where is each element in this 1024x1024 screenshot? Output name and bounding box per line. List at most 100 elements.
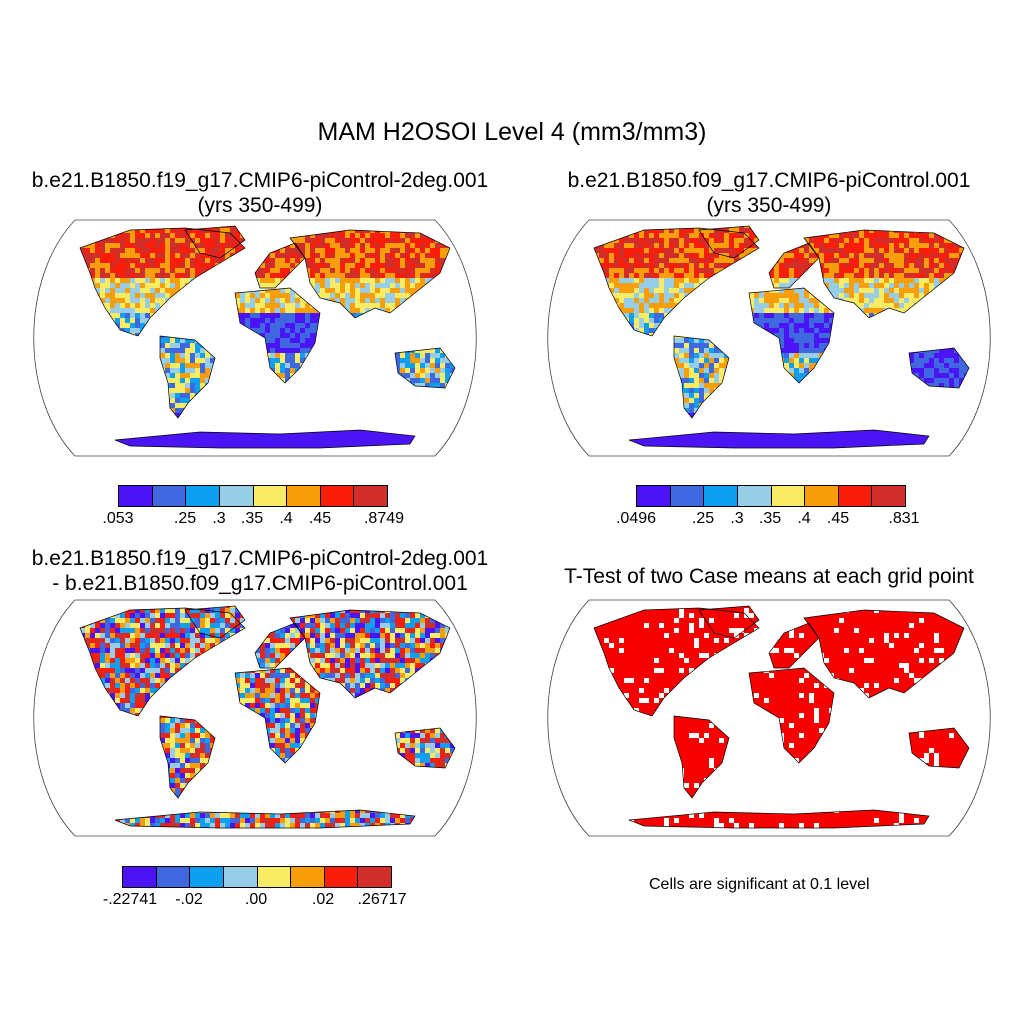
map-grid-cells <box>80 226 455 448</box>
coastline-europe <box>768 622 820 669</box>
panel-1-case: b.e21.B1850.f19_g17.CMIP6-piControl-2deg… <box>31 169 489 192</box>
coastline-africa <box>748 667 835 764</box>
coastline-africa <box>234 667 321 764</box>
coastline-north-america <box>79 227 246 337</box>
coastline-australia <box>394 727 456 769</box>
colorbar-case2-swatch-8 <box>872 486 905 506</box>
panel-1-title: b.e21.B1850.f19_g17.CMIP6-piControl-2deg… <box>0 168 520 218</box>
coastline-asia <box>803 609 965 699</box>
colorbar-difference-label: .00 <box>244 891 268 908</box>
colorbar-difference-swatch-7 <box>324 867 359 887</box>
map-panel-case2 <box>547 219 991 457</box>
colorbar-difference-swatch-5 <box>257 867 292 887</box>
panel-3-case: b.e21.B1850.f19_g17.CMIP6-piControl-2deg… <box>31 547 489 570</box>
colorbar-case1-swatch-6 <box>287 486 321 506</box>
colorbar-case2-label: .25 <box>691 510 715 527</box>
colorbar-difference-swatch-6 <box>291 867 325 887</box>
figure-title: MAM H2OSOI Level 4 (mm3/mm3) <box>317 118 707 146</box>
map-frame <box>547 219 991 457</box>
colorbar-case1-label: .8749 <box>363 510 405 527</box>
map-panel-difference <box>33 599 477 837</box>
colorbar-case2-label: .0496 <box>615 510 657 527</box>
coastline-antarctica <box>114 809 416 829</box>
colorbar-difference-swatch-2 <box>156 867 191 887</box>
colorbar-difference-swatch-4 <box>223 867 258 887</box>
colorbar-case1-swatch-3 <box>186 486 220 506</box>
colorbar-case1-swatch-7 <box>320 486 355 506</box>
colorbar-case2-label: .3 <box>730 510 744 527</box>
coastline-antarctica <box>628 809 930 829</box>
colorbar-case1-label: .4 <box>279 510 293 527</box>
colorbar-case2-label: .35 <box>758 510 782 527</box>
coastline-australia <box>394 347 456 389</box>
colorbar-case1-label: .3 <box>212 510 226 527</box>
ttest-note: Cells are significant at 0.1 level <box>649 876 870 893</box>
colorbar-case2-swatch-3 <box>704 486 738 506</box>
coastline-europe <box>768 242 820 289</box>
coastline-north-america <box>593 607 760 717</box>
colorbar-case2-label: .4 <box>797 510 811 527</box>
coastline-north-america <box>79 607 246 717</box>
colorbar-difference-swatch-1 <box>123 867 157 887</box>
panel-3-minus: - b.e21.B1850.f09_g17.CMIP6-piControl.00… <box>52 572 468 595</box>
coastline-asia <box>803 229 965 319</box>
coastline-australia <box>908 347 970 389</box>
colorbar-case1-swatch-1 <box>119 486 153 506</box>
coastline-north-america <box>593 227 760 337</box>
coastline-south-america <box>159 335 216 419</box>
coastline-europe <box>254 242 306 289</box>
colorbar-case1-label: .45 <box>308 510 332 527</box>
coastline-greenland <box>184 605 246 639</box>
colorbar-difference-swatch-8 <box>358 867 391 887</box>
coastline-asia <box>289 609 451 699</box>
colorbar-case1-swatch-4 <box>219 486 254 506</box>
coastline-greenland <box>184 225 246 259</box>
panel-2-title: b.e21.B1850.f09_g17.CMIP6-piControl.001 … <box>514 168 1024 218</box>
coastline-antarctica <box>114 429 416 449</box>
colorbar-case2-swatch-4 <box>737 486 772 506</box>
panel-3-title: b.e21.B1850.f19_g17.CMIP6-piControl-2deg… <box>0 546 520 596</box>
panel-1-years: (yrs 350-499) <box>197 194 323 217</box>
panel-4-heading: T-Test of two Case means at each grid po… <box>564 565 974 588</box>
colorbar-case2-swatch-6 <box>805 486 839 506</box>
panel-4-title: T-Test of two Case means at each grid po… <box>514 564 1024 589</box>
colorbar-case1-swatch-5 <box>253 486 288 506</box>
coastline-asia <box>289 229 451 319</box>
colorbar-case2-swatch-1 <box>637 486 671 506</box>
colorbar-case2-label: .831 <box>888 510 920 527</box>
colorbar-difference <box>122 866 392 888</box>
coastline-south-america <box>673 715 730 799</box>
colorbar-difference-label: .26717 <box>357 891 407 908</box>
colorbar-case2-swatch-2 <box>670 486 705 506</box>
colorbar-case1-label: .053 <box>102 510 134 527</box>
coastline-africa <box>234 287 321 384</box>
coastline-africa <box>748 287 835 384</box>
panel-2-case: b.e21.B1850.f09_g17.CMIP6-piControl.001 <box>567 169 971 192</box>
colorbar-case1-label: .35 <box>240 510 264 527</box>
colorbar-case2-swatch-5 <box>771 486 806 506</box>
colorbar-case2-label: .45 <box>826 510 850 527</box>
coastline-south-america <box>673 335 730 419</box>
colorbar-case2 <box>636 485 906 507</box>
map-grid-cells <box>594 226 969 448</box>
map-frame <box>547 599 991 837</box>
map-panel-ttest <box>547 599 991 837</box>
coastline-antarctica <box>628 429 930 449</box>
colorbar-case2-swatch-7 <box>838 486 873 506</box>
colorbar-case1-swatch-2 <box>152 486 187 506</box>
colorbar-difference-label: -.02 <box>175 891 203 908</box>
coastline-europe <box>254 622 306 669</box>
panel-2-years: (yrs 350-499) <box>706 194 832 217</box>
colorbar-case1 <box>118 485 388 507</box>
coastline-south-america <box>159 715 216 799</box>
colorbar-case1-swatch-8 <box>354 486 387 506</box>
map-frame <box>33 219 477 457</box>
map-frame <box>33 599 477 837</box>
coastline-greenland <box>698 605 760 639</box>
colorbar-difference-label: .02 <box>311 891 335 908</box>
coastline-australia <box>908 727 970 769</box>
coastline-greenland <box>698 225 760 259</box>
map-grid-cells <box>80 606 455 828</box>
map-grid-cells <box>594 606 969 828</box>
map-panel-case1 <box>33 219 477 457</box>
